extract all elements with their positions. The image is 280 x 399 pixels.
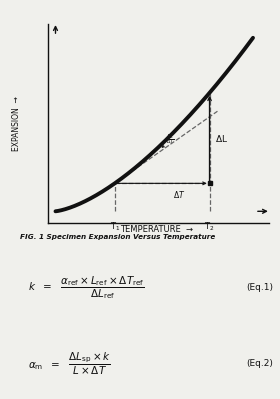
Text: (Eq.2): (Eq.2) (246, 359, 273, 368)
Text: FIG. 1 Specimen Expansion Versus Temperature: FIG. 1 Specimen Expansion Versus Tempera… (20, 233, 215, 239)
Text: T$_1$: T$_1$ (109, 221, 120, 233)
Text: $\alpha_{\mathrm{m}}\ \ =\ \ \dfrac{\Delta L_{\mathrm{sp}} \times k}{L \times \D: $\alpha_{\mathrm{m}}\ \ =\ \ \dfrac{\Del… (28, 351, 111, 377)
Text: T$_2$: T$_2$ (204, 221, 215, 233)
Text: $\Delta T$: $\Delta T$ (173, 190, 185, 200)
Text: EXPANSION  →: EXPANSION → (12, 96, 21, 151)
Text: $k\ \ =\ \ \dfrac{\alpha_{\mathrm{ref}} \times L_{\mathrm{ref}} \times \Delta T_: $k\ \ =\ \ \dfrac{\alpha_{\mathrm{ref}} … (28, 274, 145, 301)
Text: $\Delta$L: $\Delta$L (216, 132, 228, 144)
Text: $\frac{\Delta L}{\Delta T}$: $\frac{\Delta L}{\Delta T}$ (166, 133, 175, 147)
Text: TEMPERATURE  →: TEMPERATURE → (120, 225, 193, 235)
Text: (Eq.1): (Eq.1) (246, 283, 273, 292)
